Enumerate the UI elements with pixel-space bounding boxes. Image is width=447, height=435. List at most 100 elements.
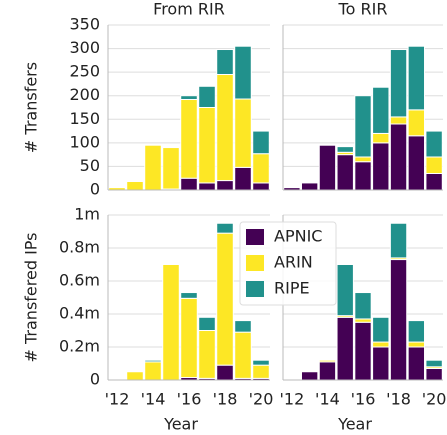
y-tick-label: 300 — [69, 38, 100, 57]
bar-segment — [300, 182, 319, 191]
bar-segment — [372, 316, 390, 343]
panel: 0 0.2m 0.4m 0.6m 0.8m 1m '12 '14 '16 '18 '20 Year # … — [22, 205, 274, 434]
bar-segment — [354, 156, 372, 163]
bar-segment — [180, 297, 198, 379]
y-axis-label: # Transfers — [22, 62, 41, 153]
y-tick-label: 200 — [69, 85, 100, 104]
y-axis-label: # Transfered IPs — [22, 233, 41, 363]
y-tick-label: 0.6m — [59, 271, 100, 290]
x-tick-label: '20 — [249, 390, 274, 409]
bar-segment — [354, 321, 372, 381]
bar-segment — [180, 95, 198, 100]
bar-segment — [216, 49, 234, 75]
bar-segment — [407, 341, 426, 348]
x-tick-label: '20 — [422, 390, 447, 409]
bar-segment — [318, 144, 337, 191]
bar-segment — [144, 144, 162, 191]
bar-segment — [336, 154, 354, 191]
legend-swatch — [246, 255, 264, 271]
bar-segment — [372, 132, 390, 144]
bar-segment — [318, 361, 337, 381]
bar-segment — [216, 180, 234, 191]
panel: To RIR — [282, 0, 443, 191]
x-tick-label: '18 — [213, 390, 238, 409]
bar-segment — [252, 153, 270, 184]
bar-segment — [252, 130, 270, 155]
bar-segment — [407, 320, 426, 343]
y-tick-label: 0 — [90, 180, 100, 199]
bar-segment — [354, 95, 372, 158]
panel-title: From RIR — [153, 0, 225, 19]
bar-segment — [234, 320, 252, 333]
x-tick-label: '14 — [141, 390, 166, 409]
bar-segment — [407, 109, 426, 137]
panel: '12 '14 '16 '18 '20 Year — [280, 214, 447, 434]
bar-segment — [252, 364, 270, 379]
bar-segment — [198, 182, 216, 191]
y-tick-label: 0.4m — [59, 304, 100, 323]
bar-segment — [216, 222, 234, 234]
legend-label: ARIN — [274, 253, 313, 272]
bar-segment — [372, 86, 390, 134]
bar-segment — [216, 364, 234, 381]
legend-label: APNIC — [274, 227, 322, 246]
y-tick-label: 150 — [69, 109, 100, 128]
bar-segment — [407, 45, 426, 111]
bar-segment — [372, 346, 390, 381]
panel: 0 50 100 150 200 250 300 350 From RIR # Transfers — [22, 0, 270, 199]
bar-segment — [162, 147, 180, 190]
bar-segment — [372, 142, 390, 191]
bar-segment — [162, 264, 180, 381]
legend-label: RIPE — [274, 279, 310, 298]
bar-segment — [198, 316, 216, 331]
bar-segment — [234, 45, 252, 100]
bar-segment — [180, 177, 198, 191]
panel-title: To RIR — [338, 0, 388, 19]
x-tick-label: '16 — [177, 390, 202, 409]
bar-segment — [252, 359, 270, 366]
bar-segment — [180, 292, 198, 299]
y-tick-label: 0 — [90, 370, 100, 389]
bar-segment — [144, 361, 162, 381]
y-tick-label: 1m — [74, 205, 100, 224]
bar-segment — [389, 222, 408, 259]
bar-segment — [198, 330, 216, 379]
y-tick-label: 250 — [69, 62, 100, 81]
bar-segment — [198, 107, 216, 184]
bar-segment — [425, 367, 443, 381]
bar-segment — [389, 123, 408, 191]
bar-segment — [300, 371, 319, 381]
y-tick-label: 0.2m — [59, 337, 100, 356]
legend: APNIC ARIN RIPE — [239, 221, 337, 306]
bar-segment — [389, 49, 408, 118]
y-tick-label: 350 — [69, 15, 100, 34]
y-tick-label: 100 — [69, 132, 100, 151]
bar-segment — [354, 292, 372, 320]
bar-segment — [425, 173, 443, 191]
y-tick-label: 0.8m — [59, 238, 100, 257]
bar-segment — [144, 359, 162, 363]
bar-segment — [425, 359, 443, 368]
bar-segment — [126, 181, 144, 191]
x-tick-label: '14 — [315, 390, 340, 409]
bar-segment — [389, 259, 408, 381]
x-axis-label: Year — [163, 415, 198, 434]
bar-segment — [407, 346, 426, 381]
bar-segment — [336, 146, 354, 153]
bar-segment — [372, 341, 390, 348]
bar-segment — [180, 98, 198, 179]
bar-segment — [425, 130, 443, 158]
x-axis-label: Year — [337, 415, 372, 434]
x-tick-label: '12 — [105, 390, 130, 409]
bar-segment — [318, 359, 337, 363]
bar-segment — [198, 85, 216, 108]
x-tick-label: '12 — [280, 390, 305, 409]
bar-segment — [216, 74, 234, 182]
y-tick-label: 50 — [80, 156, 100, 175]
bar-segment — [234, 166, 252, 191]
bar-segment — [126, 371, 144, 381]
bar-segment — [252, 182, 270, 191]
bar-segment — [389, 116, 408, 125]
x-tick-label: '16 — [351, 390, 376, 409]
